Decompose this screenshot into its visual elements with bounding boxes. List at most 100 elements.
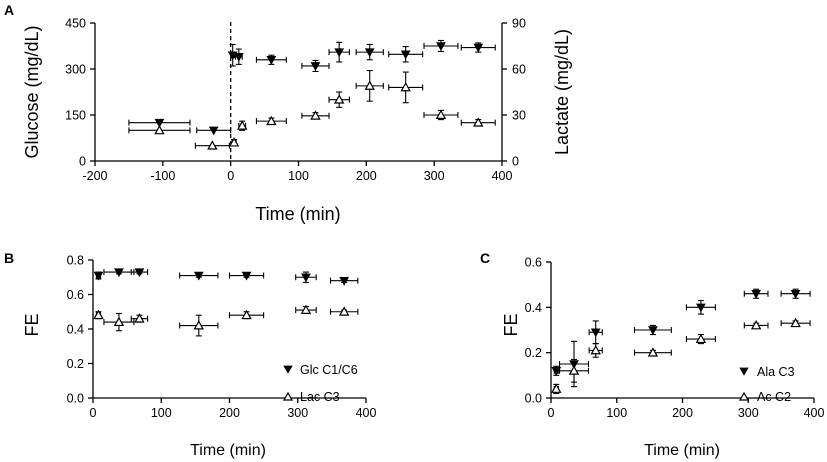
ala-c3-marker [551, 367, 562, 376]
lactate-point [301, 110, 330, 120]
lactate-marker [473, 117, 484, 127]
ac-c2-marker [551, 383, 562, 393]
y-tick-label: 0.6 [525, 256, 542, 270]
ac-c2-marker [750, 320, 762, 330]
lac-c3-marker [113, 316, 125, 327]
lactate-marker [154, 124, 165, 135]
x-tick-label: 400 [356, 406, 377, 420]
lactate-point [355, 69, 384, 102]
lac-c3-marker [93, 309, 104, 320]
glc-c1-c6-marker [301, 273, 311, 283]
glucose-point [301, 59, 330, 73]
x-tick-label: 300 [287, 406, 308, 420]
lac-c3-point [295, 304, 317, 315]
y-tick-label: 0.0 [525, 392, 542, 406]
lactate-marker [310, 110, 321, 120]
x-tick-label: 0 [548, 406, 555, 420]
panel-a-label: A [4, 2, 14, 18]
glucose-marker [154, 118, 165, 128]
ala-c3-point [685, 299, 716, 315]
x-tick-label: 200 [219, 406, 240, 420]
y2-tick-label: 0 [512, 155, 519, 169]
glucose-point [233, 48, 244, 65]
glc-c1-c6-marker [114, 268, 124, 278]
lac-c3-marker [300, 304, 312, 314]
lac-c3-point [329, 306, 359, 316]
ac-c2-point [588, 343, 603, 358]
lac-c3-point [93, 309, 104, 320]
lactate-point [255, 115, 287, 126]
y-tick-label: 0.6 [67, 288, 84, 302]
lac-c3-marker [241, 309, 252, 320]
glc-c1-c6-marker [241, 271, 252, 281]
glc-c1-c6-point [228, 271, 265, 281]
lac-c3-marker [193, 320, 205, 330]
glucose-point [388, 46, 424, 63]
y-tick-label: 0.2 [67, 357, 84, 371]
glc-c1-c6-point [329, 276, 359, 286]
glucose-marker [266, 56, 277, 65]
x-tick-label: 400 [804, 406, 825, 420]
ala-c3-marker [696, 303, 706, 313]
panel-c-data-marks [551, 288, 811, 395]
glucose-marker [208, 126, 219, 136]
glucose-point [255, 54, 287, 65]
panel-a-x-axis-title: Time (min) [255, 204, 340, 224]
glucose-point [423, 39, 459, 53]
y-tick-label: 0 [79, 155, 86, 169]
ala-c3-point [780, 288, 811, 299]
glc-c1-c6-point [130, 268, 149, 278]
x-tick-label: 200 [672, 406, 693, 420]
ac-c2-marker [790, 317, 801, 328]
x-tick-label: 400 [492, 169, 513, 183]
legend-lac-label: Lac C3 [300, 390, 340, 404]
lactate-point [194, 140, 230, 150]
ala-c3-marker [590, 328, 601, 338]
panel-c-label: C [480, 250, 490, 266]
glucose-marker [436, 42, 446, 52]
glucose-marker [233, 52, 244, 62]
y-tick-label: 0.8 [67, 254, 84, 268]
x-tick-label: -100 [150, 169, 175, 183]
glucose-point [328, 41, 350, 63]
ala-c3-marker [751, 289, 762, 299]
panel-b-y-ticks: 0.0 0.2 0.4 0.6 0.8 [67, 254, 93, 406]
panel-b-legend: Glc C1/C6 Lac C3 [282, 363, 358, 404]
glc-c1-c6-marker [93, 271, 104, 281]
legend-lac-marker [282, 391, 294, 401]
glc-c1-c6-point [295, 271, 317, 283]
ala-c3-point [633, 324, 672, 336]
y-tick-label: 150 [65, 109, 86, 123]
lac-c3-point [130, 313, 149, 323]
panel-b-x-ticks: 0 100 200 300 400 [90, 398, 377, 420]
glucose-marker [473, 43, 484, 53]
glucose-point [196, 126, 232, 136]
glc-c1-c6-point [93, 271, 104, 281]
glucose-marker [364, 48, 375, 58]
glc-c1-c6-marker [339, 276, 350, 286]
panel-b-data-marks [93, 268, 359, 337]
ala-c3-marker [790, 289, 801, 299]
lactate-marker [435, 109, 447, 119]
lactate-point [228, 137, 240, 147]
lactate-point [128, 124, 191, 135]
lactate-marker [364, 80, 375, 90]
ac-c2-point [558, 358, 590, 383]
lactate-marker [400, 81, 411, 92]
lac-c3-marker [134, 313, 145, 323]
panel-a-y-axis-title: Glucose (mg/dL) [22, 25, 42, 158]
glucose-marker [310, 62, 321, 71]
y-tick-label: 0.0 [67, 392, 84, 406]
glc-c1-c6-marker [193, 271, 204, 281]
lactate-marker [228, 137, 240, 147]
glc-c1-c6-marker [134, 268, 145, 278]
ac-c2-point [743, 320, 769, 330]
panel-b-y-axis-title: FE [22, 313, 42, 336]
lactate-point [328, 91, 350, 108]
ac-c2-point [633, 347, 672, 357]
x-tick-label: 100 [151, 406, 172, 420]
lac-c3-point [179, 314, 219, 337]
lactate-marker [266, 115, 277, 126]
x-tick-label: 100 [288, 169, 309, 183]
